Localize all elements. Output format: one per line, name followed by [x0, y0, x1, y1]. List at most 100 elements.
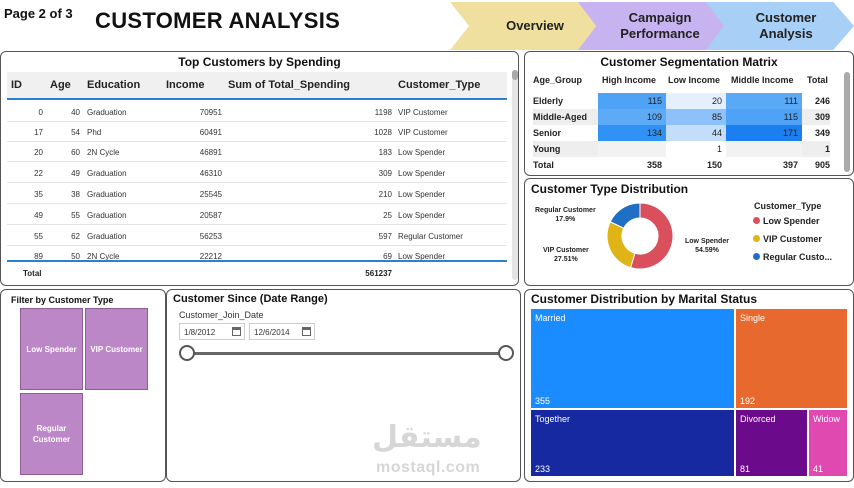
- donut-slice-low-spender[interactable]: [629, 202, 674, 270]
- legend-dot-icon: [753, 235, 760, 242]
- matrix-col-total: Total: [807, 75, 828, 85]
- nav-campaign-button[interactable]: Campaign Performance: [578, 2, 730, 50]
- start-date-input[interactable]: 1/8/2012: [179, 323, 245, 340]
- col-age[interactable]: Age: [50, 79, 71, 91]
- page-title: CUSTOMER ANALYSIS: [95, 8, 341, 33]
- cell-income: 46310: [199, 169, 222, 178]
- legend-label: VIP Customer: [763, 234, 822, 244]
- treemap-label: Divorced: [740, 414, 776, 424]
- donut-slice-vip-customer[interactable]: [606, 221, 636, 269]
- donut-label-vip-pct: 27.51%: [554, 256, 578, 263]
- cell-id: 49: [34, 211, 43, 220]
- table-row[interactable]: 0 40 Graduation 70951 1198 VIP Customer: [7, 102, 507, 122]
- filter-low-spender-button[interactable]: Low Spender: [20, 308, 83, 390]
- cell-age: 54: [71, 128, 80, 137]
- cell-age: 40: [71, 108, 80, 117]
- treemap-value: 41: [813, 464, 824, 474]
- matrix-cell: 44: [666, 125, 726, 141]
- table-row[interactable]: 22 49 Graduation 46310 309 Low Spender: [7, 163, 507, 183]
- treemap-label: Married: [535, 313, 566, 323]
- cell-spending: 183: [378, 148, 392, 157]
- legend-dot-icon: [753, 253, 760, 260]
- cell-id: 22: [34, 169, 43, 178]
- table-row[interactable]: 20 60 2N Cycle 46891 183 Low Spender: [7, 142, 507, 162]
- col-education[interactable]: Education: [87, 79, 141, 91]
- treemap-value: 81: [740, 464, 751, 474]
- cell-education: Graduation: [87, 169, 127, 178]
- matrix-col-high: High Income: [602, 75, 657, 85]
- cell-education: Graduation: [87, 108, 127, 117]
- donut-slice-regular-customer[interactable]: [609, 202, 641, 229]
- cell-spending: 1198: [374, 108, 392, 117]
- table-row[interactable]: 17 54 Phd 60491 1028 VIP Customer: [7, 122, 507, 142]
- cell-customer-type: Low Spender: [398, 190, 446, 199]
- treemap-label: Single: [740, 313, 766, 323]
- table-scroll-thumb[interactable]: [512, 70, 518, 80]
- table-row[interactable]: 55 62 Graduation 56253 597 Regular Custo…: [7, 226, 507, 246]
- matrix-row-total: 309: [802, 109, 830, 125]
- cell-spending: 597: [378, 232, 392, 241]
- matrix-row-total: 349: [814, 128, 830, 138]
- matrix-scroll-thumb[interactable]: [844, 72, 850, 172]
- cell-age: 62: [71, 232, 80, 241]
- date-slider-end-handle[interactable]: [498, 345, 514, 361]
- treemap-label: Widow: [813, 414, 841, 424]
- col-spending[interactable]: Sum of Total_Spending: [228, 79, 351, 91]
- table-row[interactable]: 89 50 2N Cycle 22212 69 Low Spender: [7, 246, 507, 266]
- treemap-cell-married[interactable]: Married 355: [531, 309, 734, 408]
- treemap-cell-widow[interactable]: Widow 41: [809, 410, 847, 476]
- matrix-row-label: Senior: [533, 128, 562, 138]
- nav-campaign-label: Campaign Performance: [620, 10, 700, 41]
- matrix-total-cell: 150: [706, 160, 722, 170]
- donut-label-low-pct: 54.59%: [695, 247, 719, 254]
- date-slider-start-handle[interactable]: [179, 345, 195, 361]
- nav-overview-button[interactable]: Overview: [450, 2, 608, 50]
- treemap-cell-together[interactable]: Together 233: [531, 410, 734, 476]
- nav-customer-analysis-button[interactable]: Customer Analysis: [706, 2, 854, 50]
- customer-type-title: Customer Type Distribution: [531, 182, 689, 196]
- matrix-cell: 111: [726, 93, 802, 109]
- matrix-row-label: Middle-Aged: [533, 109, 598, 125]
- matrix-cell: 1: [666, 141, 726, 157]
- legend-item-vip[interactable]: VIP Customer: [753, 234, 822, 244]
- end-date-input[interactable]: 12/6/2014: [249, 323, 315, 340]
- watermark-logo: مستقل: [372, 421, 482, 454]
- donut-label-vip-name: VIP Customer: [543, 247, 589, 254]
- treemap-cell-divorced[interactable]: Divorced 81: [736, 410, 807, 476]
- matrix-row-label: Elderly: [533, 96, 564, 106]
- table-row[interactable]: 49 55 Graduation 20587 25 Low Spender: [7, 205, 507, 225]
- matrix-cell: [726, 141, 802, 157]
- col-customer-type[interactable]: Customer_Type: [398, 79, 481, 91]
- col-id[interactable]: ID: [11, 79, 22, 91]
- legend-item-regular[interactable]: Regular Custo...: [753, 252, 832, 262]
- cell-customer-type: Low Spender: [398, 148, 446, 157]
- legend-label: Low Spender: [763, 216, 820, 226]
- matrix-scrollbar[interactable]: [844, 72, 850, 172]
- cell-id: 55: [34, 232, 43, 241]
- treemap-value: 233: [535, 464, 551, 474]
- col-income[interactable]: Income: [166, 79, 205, 91]
- matrix-col-low: Low Income: [668, 75, 721, 85]
- donut-label-regular-name: Regular Customer: [535, 207, 596, 214]
- cell-income: 46891: [199, 148, 222, 157]
- filter-vip-button[interactable]: VIP Customer: [85, 308, 148, 390]
- donut-label-regular: Regular Customer 17.9%: [535, 206, 596, 224]
- table-row[interactable]: 35 38 Graduation 25545 210 Low Spender: [7, 184, 507, 204]
- cell-customer-type: Low Spender: [398, 252, 446, 261]
- date-field-label: Customer_Join_Date: [179, 310, 264, 320]
- table-total-row: Total 561237: [7, 260, 507, 284]
- cell-age: 49: [71, 169, 80, 178]
- legend-item-low-spender[interactable]: Low Spender: [753, 216, 820, 226]
- matrix-total-cell: 358: [646, 160, 662, 170]
- donut-label-low-name: Low Spender: [685, 238, 729, 245]
- cell-education: Phd: [87, 128, 102, 137]
- date-slider-track[interactable]: [186, 352, 508, 355]
- calendar-icon[interactable]: [232, 327, 241, 336]
- total-label: Total: [23, 269, 42, 278]
- start-date-value: 1/8/2012: [184, 328, 216, 337]
- calendar-icon[interactable]: [302, 327, 311, 336]
- table-scrollbar[interactable]: [512, 70, 518, 280]
- filter-regular-button[interactable]: Regular Customer: [20, 393, 83, 475]
- donut-chart[interactable]: [605, 201, 675, 271]
- treemap-cell-single[interactable]: Single 192: [736, 309, 847, 408]
